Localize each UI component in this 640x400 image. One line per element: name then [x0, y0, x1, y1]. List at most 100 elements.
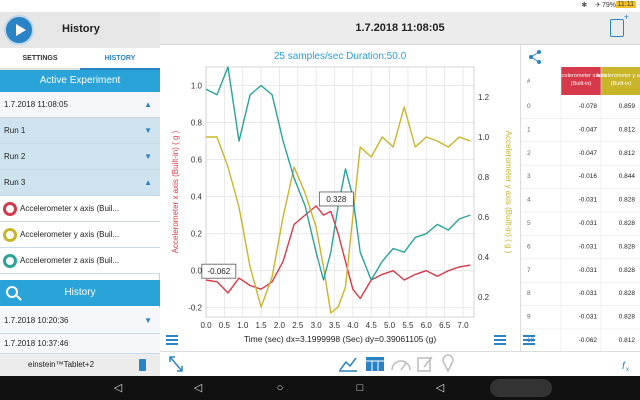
search-icon[interactable]	[6, 286, 18, 298]
screenshot-button[interactable]	[490, 379, 552, 397]
grid-cell-value: 0.828	[619, 220, 636, 227]
back-icon[interactable]: ◁	[193, 382, 203, 394]
grid-cell-value: 0.859	[619, 103, 636, 110]
sensor-row-y[interactable]: Accelerometer y axis (Buil...	[0, 222, 160, 248]
y-left-tick-label: -0.2	[188, 304, 202, 313]
toolbar-icons: f x	[169, 354, 629, 373]
x-tick-label: 4.5	[366, 321, 378, 330]
grid-cell-index: 8	[527, 290, 531, 297]
tab-settings[interactable]: SETTINGS	[0, 48, 80, 70]
active-experiment-header: Active Experiment	[0, 70, 160, 92]
menu-icon-bar	[494, 335, 506, 337]
sensor-row-x[interactable]: Accelerometer x axis (Buil...	[0, 196, 160, 222]
gauge-icon[interactable]	[391, 360, 411, 371]
chevron-down-icon: ▼	[144, 152, 152, 161]
grid-cell-value: 0.828	[619, 197, 636, 204]
x-tick-label: 4.0	[347, 321, 359, 330]
data-grid-panel: # Accelerometer x axis (Built-in) Accelerom…	[520, 45, 640, 351]
menu-icon[interactable]	[523, 335, 535, 345]
sensor-label: Accelerometer x axis (Buil...	[20, 204, 120, 213]
grid-cell-value: 0.812	[619, 150, 636, 157]
grid-cell-value: -0.031	[579, 267, 598, 274]
grid-cell-value: -0.047	[579, 150, 598, 157]
grid-header-label: #	[527, 79, 531, 85]
grid-cell-value: 0.812	[619, 337, 636, 344]
line-chart-icon[interactable]	[339, 357, 357, 372]
device-bar[interactable]: einstein™Tablet+2	[0, 354, 160, 376]
marker-box	[318, 191, 354, 207]
tab-history[interactable]: HISTORY	[80, 48, 160, 70]
system-nav-bar: ◁ ◁ ○ □ ◁	[0, 376, 640, 400]
grid-cell-value: -0.016	[579, 173, 598, 180]
marker-value: 0.328	[326, 195, 347, 204]
grid-cell-value: -0.047	[579, 126, 598, 133]
history-item[interactable]: 1.7.2018 10:20:36 ▼	[0, 308, 160, 334]
chevron-up-icon: ▲	[144, 178, 152, 187]
y-right-tick-label: 0.8	[478, 173, 490, 182]
grid-cell-index: 2	[527, 150, 531, 157]
history-item-label: 1.7.2018 10:37:46	[4, 339, 69, 348]
x-tick-label: 2.5	[292, 321, 304, 330]
series-line	[206, 106, 471, 314]
grid-header-label: Accelerometer y axis(Built-in)	[595, 73, 640, 87]
x-tick-label: 3.5	[329, 321, 341, 330]
recents-icon[interactable]: □	[356, 382, 364, 394]
x-tick-label: 1.0	[237, 321, 249, 330]
left-panel: History SETTINGS HISTORY Active Experime…	[0, 12, 160, 376]
chart-svg[interactable]: 25 samples/sec Duration:50.0 0.0 0.5 1.0 1.5…	[160, 45, 520, 351]
grid-cell-value: 0.812	[619, 126, 636, 133]
history-item-label: 1.7.2018 10:20:36	[4, 316, 69, 325]
x-tick-label: 5.5	[402, 321, 414, 330]
grid-cell-index: 1	[527, 126, 531, 133]
sensor-label: Accelerometer y axis (Buil...	[20, 230, 120, 239]
x-tick-label: 0.0	[200, 321, 212, 330]
y-left-tick-label: 0.4	[191, 193, 203, 202]
run-row[interactable]: Run 1 ▼	[0, 118, 160, 144]
x-tick-label: 3.0	[311, 321, 323, 330]
menu-icon[interactable]	[166, 335, 178, 345]
home-icon[interactable]: ○	[276, 382, 284, 394]
grid-cell-value: -0.031	[579, 220, 598, 227]
battery-icon	[139, 359, 146, 371]
tab-bar: SETTINGS HISTORY	[0, 48, 160, 70]
volume-down-icon[interactable]: ◁	[113, 382, 123, 394]
experiment-label: 1.7.2018 11:08:05	[4, 100, 68, 109]
map-pin-icon[interactable]	[442, 354, 454, 373]
grid-cell-value: 0.828	[619, 314, 636, 321]
grid-cell-index: 6	[527, 243, 531, 250]
menu-icon-bar	[166, 343, 178, 345]
x-tick-label: 6.5	[439, 321, 451, 330]
share-icon[interactable]	[529, 50, 541, 64]
grid-cell-value: -0.078	[579, 103, 598, 110]
menu-icon[interactable]	[494, 335, 506, 345]
x-tick-label: 2.0	[274, 321, 286, 330]
expand-icon[interactable]	[169, 356, 183, 372]
data-grid[interactable]: # Accelerometer x axis (Built-in)Accelerom…	[521, 45, 640, 351]
table-icon[interactable]	[366, 357, 384, 371]
run-row[interactable]: Run 3 ▲	[0, 170, 160, 196]
function-icon-sub: x	[626, 367, 629, 373]
history-item[interactable]: 1.7.2018 10:37:46	[0, 334, 160, 354]
notes-icon[interactable]	[417, 356, 433, 372]
status-icons: ✱ ✈	[581, 2, 604, 9]
experiment-row[interactable]: 1.7.2018 11:08:05 ▲	[0, 92, 160, 118]
grid-cell-value: -0.031	[579, 314, 598, 321]
volume-up-icon[interactable]: ◁	[435, 382, 445, 394]
x-tick-label: 1.5	[256, 321, 268, 330]
grid-cell-value: 0.828	[619, 290, 636, 297]
plot-frame	[205, 66, 475, 318]
grid-cell-index: 3	[527, 173, 531, 180]
x-tick-label: 6.0	[421, 321, 433, 330]
play-logo-icon[interactable]	[4, 15, 34, 45]
grid-header-cell	[601, 67, 640, 95]
export-icon[interactable]	[610, 12, 629, 37]
share-link	[530, 56, 540, 63]
sensor-row-z[interactable]: Accelerometer z axis (Buil...	[0, 248, 160, 274]
menu-icon-bar	[494, 339, 506, 341]
y-left-tick-label: 1.0	[191, 82, 203, 91]
chevron-up-icon: ▲	[144, 100, 152, 109]
y-left-axis-label: Accelerometer x axis (Built-in) ( g )	[171, 130, 180, 253]
function-icon[interactable]: f	[622, 361, 626, 372]
run-row[interactable]: Run 2 ▼	[0, 144, 160, 170]
status-bar: ✱ ✈ 79% 11:11	[0, 0, 640, 12]
